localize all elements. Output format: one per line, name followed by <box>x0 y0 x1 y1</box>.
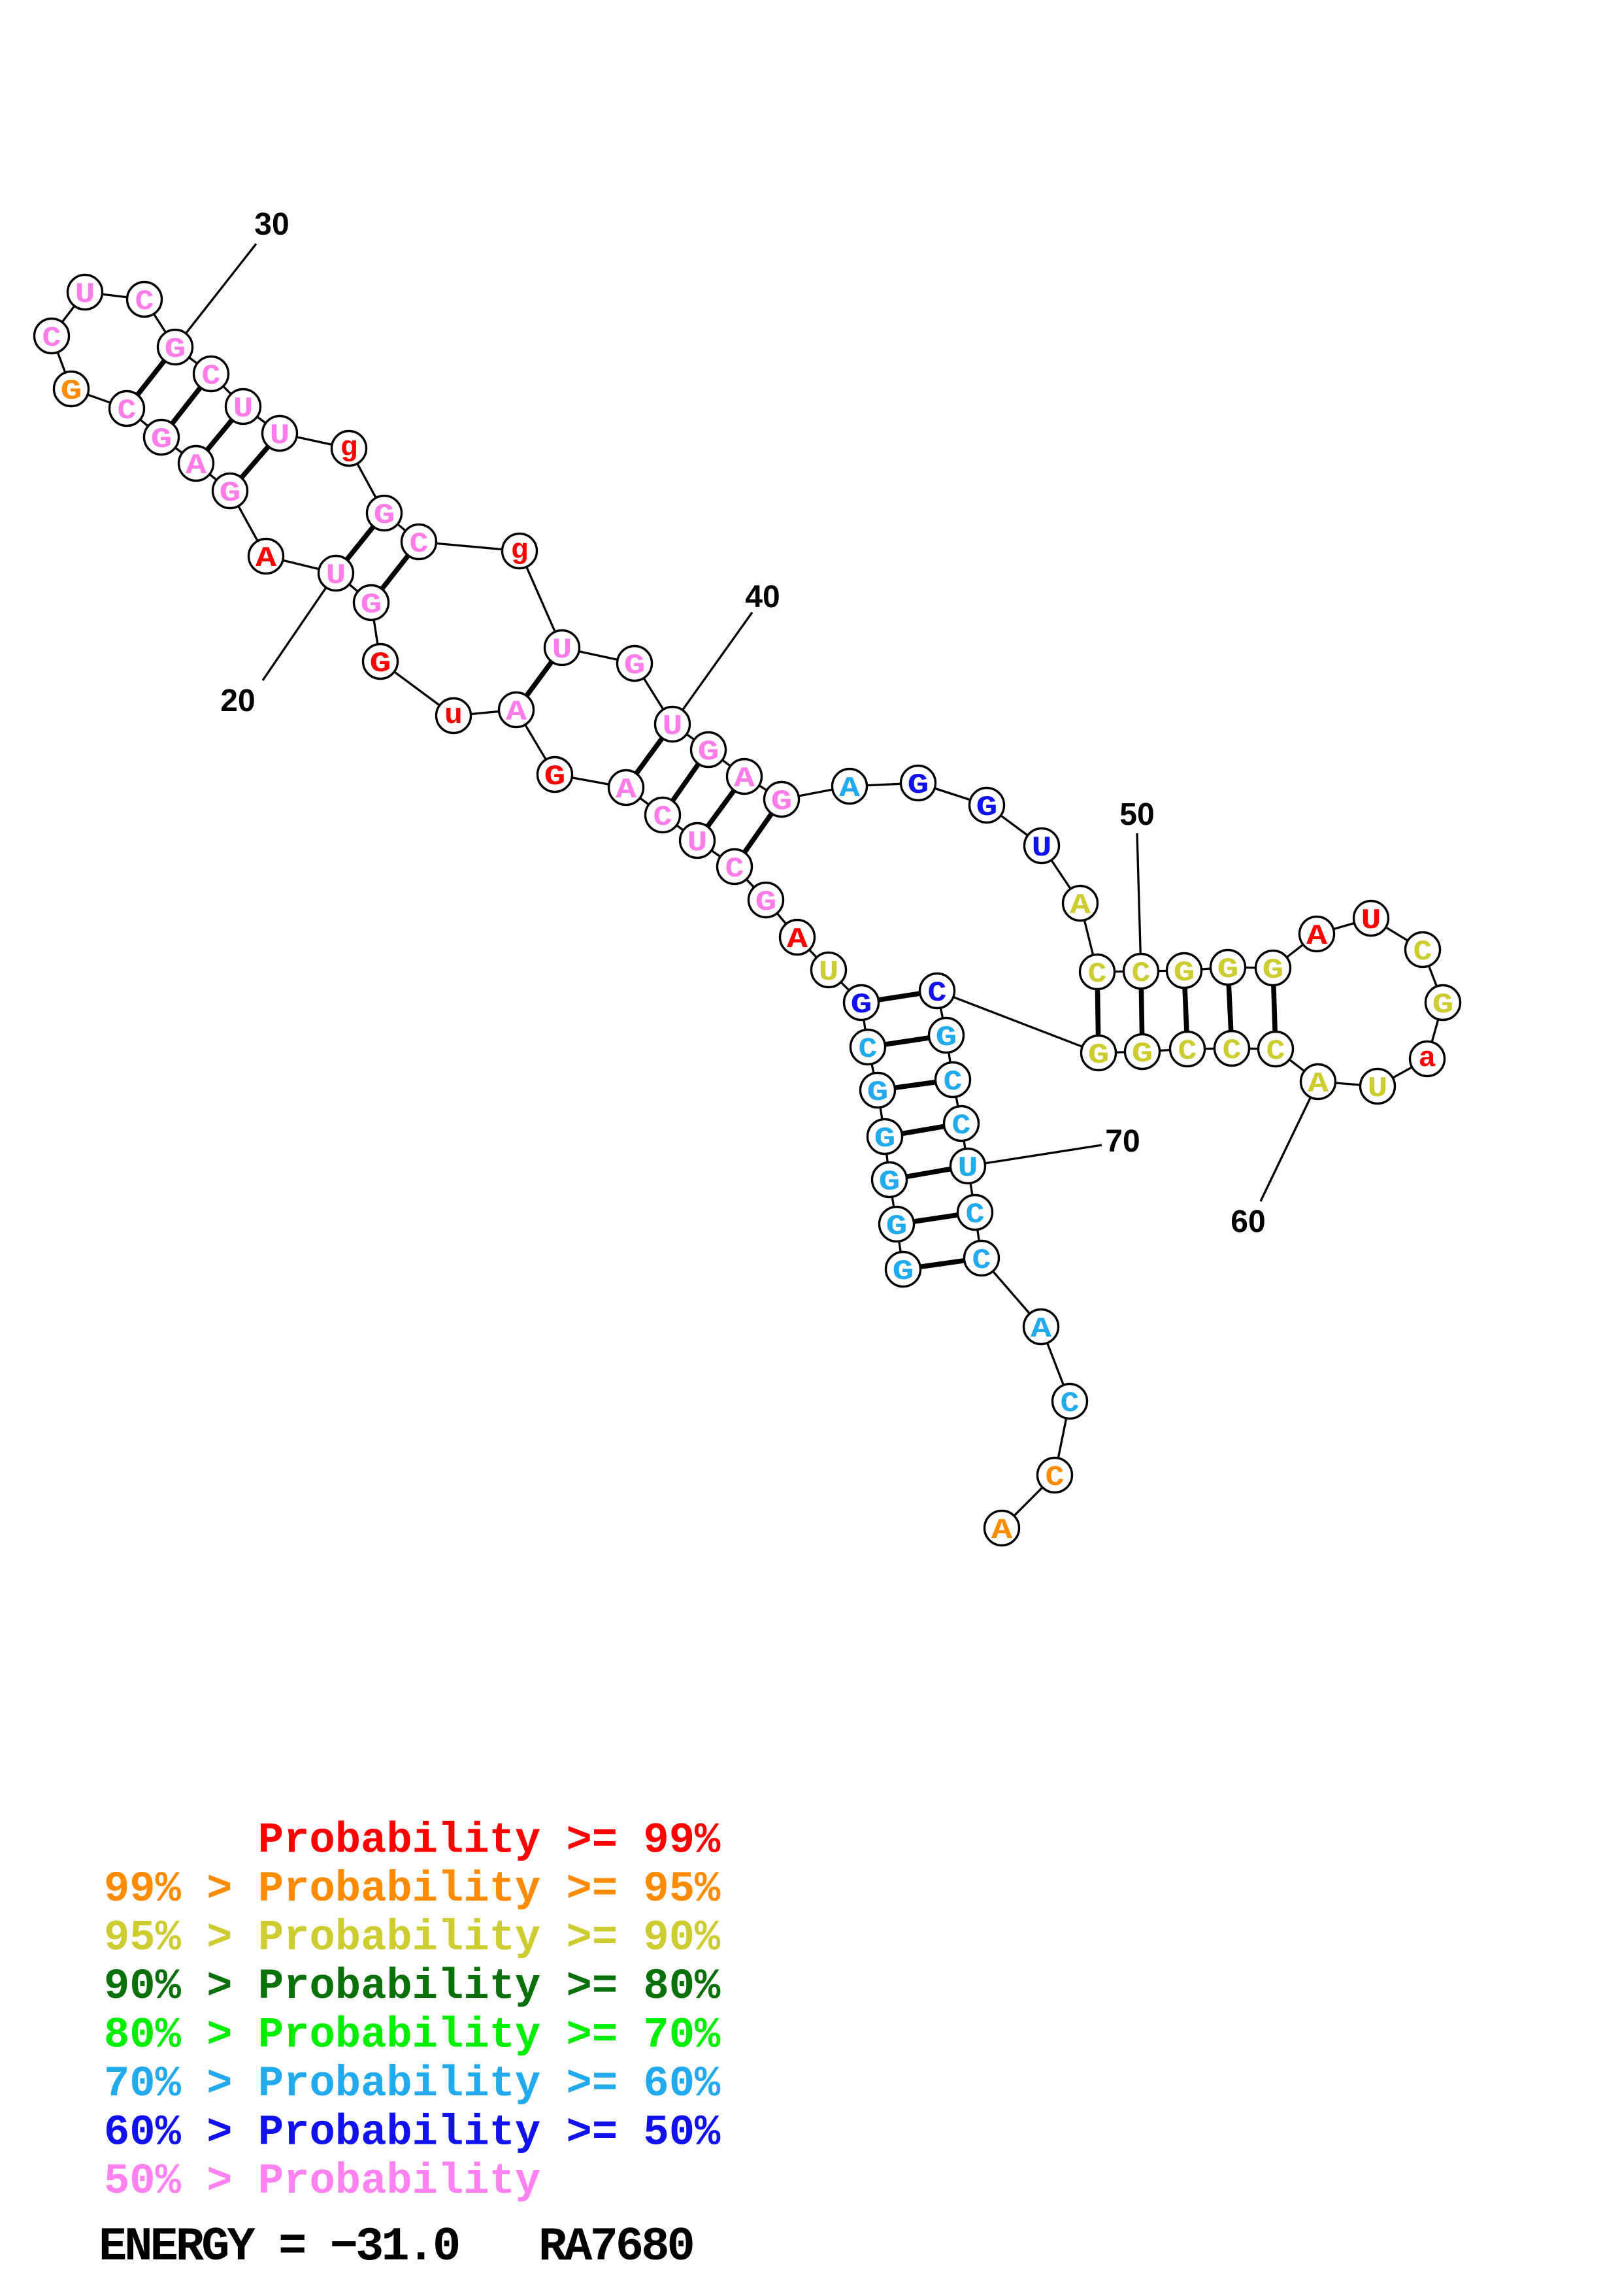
svg-text:C: C <box>202 360 221 393</box>
svg-text:U: U <box>1032 832 1052 865</box>
svg-text:G: G <box>867 1076 889 1109</box>
svg-text:G: G <box>370 648 391 680</box>
svg-text:G: G <box>698 736 719 769</box>
svg-text:G: G <box>851 989 872 1022</box>
svg-text:G: G <box>1432 989 1454 1022</box>
svg-text:C: C <box>653 801 672 834</box>
svg-text:U: U <box>552 634 572 667</box>
svg-text:99% > Probability >= 95%: 99% > Probability >= 95% <box>104 1865 721 1914</box>
svg-text:C: C <box>1132 957 1151 990</box>
svg-text:20: 20 <box>220 684 255 718</box>
svg-text:U: U <box>326 559 346 592</box>
svg-text:u: u <box>444 699 463 732</box>
svg-text:G: G <box>220 477 241 510</box>
svg-text:A: A <box>787 923 808 956</box>
svg-text:G: G <box>165 333 186 366</box>
svg-text:40: 40 <box>745 580 780 614</box>
svg-text:80% > Probability >= 70%: 80% > Probability >= 70% <box>104 2011 721 2060</box>
svg-text:95% > Probability >= 90%: 95% > Probability >= 90% <box>104 1914 721 1963</box>
svg-text:G: G <box>1217 954 1239 986</box>
svg-text:G: G <box>1263 954 1284 987</box>
svg-text:C: C <box>42 322 61 355</box>
svg-text:G: G <box>1132 1038 1153 1071</box>
svg-text:ENERGY = −31.0: ENERGY = −31.0 <box>99 2220 459 2274</box>
svg-text:G: G <box>624 650 646 682</box>
svg-text:G: G <box>374 499 395 532</box>
svg-text:C: C <box>1266 1035 1285 1068</box>
svg-text:A: A <box>734 763 755 795</box>
svg-text:C: C <box>944 1066 963 1099</box>
svg-text:C: C <box>1046 1461 1065 1494</box>
svg-text:C: C <box>859 1033 878 1066</box>
svg-text:C: C <box>725 853 744 886</box>
svg-text:C: C <box>1223 1035 1242 1067</box>
svg-text:U: U <box>1368 1073 1388 1105</box>
svg-text:G: G <box>1174 957 1195 990</box>
svg-text:70: 70 <box>1105 1124 1140 1159</box>
svg-text:G: G <box>151 424 173 456</box>
svg-text:RA7680: RA7680 <box>538 2220 693 2274</box>
svg-text:C: C <box>972 1244 991 1277</box>
svg-text:G: G <box>61 375 82 408</box>
svg-text:U: U <box>1361 905 1381 937</box>
svg-text:G: G <box>1088 1039 1110 1072</box>
svg-text:g: g <box>340 432 358 465</box>
svg-text:G: G <box>771 786 793 818</box>
svg-text:G: G <box>893 1256 914 1288</box>
svg-text:C: C <box>135 286 154 318</box>
svg-text:Probability >= 99%: Probability >= 99% <box>258 1816 721 1865</box>
svg-text:90% > Probability >= 80%: 90% > Probability >= 80% <box>104 1962 721 2011</box>
svg-text:A: A <box>839 773 861 805</box>
svg-text:A: A <box>256 542 277 575</box>
svg-text:C: C <box>1061 1388 1080 1420</box>
svg-text:60: 60 <box>1231 1205 1265 1239</box>
svg-text:C: C <box>952 1110 971 1142</box>
svg-text:U: U <box>687 827 708 859</box>
svg-text:G: G <box>544 761 566 793</box>
svg-text:A: A <box>1306 920 1328 953</box>
svg-text:60% > Probability >= 50%: 60% > Probability >= 50% <box>104 2108 721 2157</box>
svg-text:A: A <box>186 450 207 482</box>
svg-text:A: A <box>1031 1313 1052 1346</box>
svg-text:C: C <box>118 395 137 427</box>
svg-text:50% > Probability: 50% > Probability <box>104 2157 540 2206</box>
svg-text:G: G <box>879 1166 901 1199</box>
svg-text:C: C <box>1178 1035 1197 1068</box>
svg-text:U: U <box>819 956 839 989</box>
svg-text:70% > Probability >= 60%: 70% > Probability >= 60% <box>104 2059 721 2108</box>
svg-text:A: A <box>991 1514 1013 1547</box>
svg-text:C: C <box>966 1199 985 1231</box>
svg-text:U: U <box>270 420 290 452</box>
svg-text:A: A <box>1308 1068 1329 1101</box>
svg-text:U: U <box>958 1152 978 1185</box>
svg-text:G: G <box>755 886 777 919</box>
svg-text:g: g <box>511 535 529 567</box>
svg-text:G: G <box>361 589 382 622</box>
svg-text:C: C <box>1088 958 1107 991</box>
svg-text:A: A <box>616 774 637 807</box>
svg-text:G: G <box>936 1022 957 1054</box>
svg-text:30: 30 <box>254 207 289 242</box>
svg-text:G: G <box>908 769 929 802</box>
svg-text:U: U <box>75 278 95 311</box>
svg-text:a: a <box>1419 1042 1436 1075</box>
svg-text:U: U <box>663 710 683 743</box>
svg-text:A: A <box>1070 890 1091 922</box>
svg-text:50: 50 <box>1119 797 1154 832</box>
svg-text:A: A <box>506 696 527 729</box>
svg-text:G: G <box>886 1210 908 1243</box>
svg-text:G: G <box>976 791 998 824</box>
svg-text:U: U <box>233 393 254 425</box>
svg-text:C: C <box>1413 936 1432 969</box>
svg-text:G: G <box>874 1123 896 1156</box>
svg-text:C: C <box>928 977 947 1010</box>
svg-text:C: C <box>410 528 429 561</box>
